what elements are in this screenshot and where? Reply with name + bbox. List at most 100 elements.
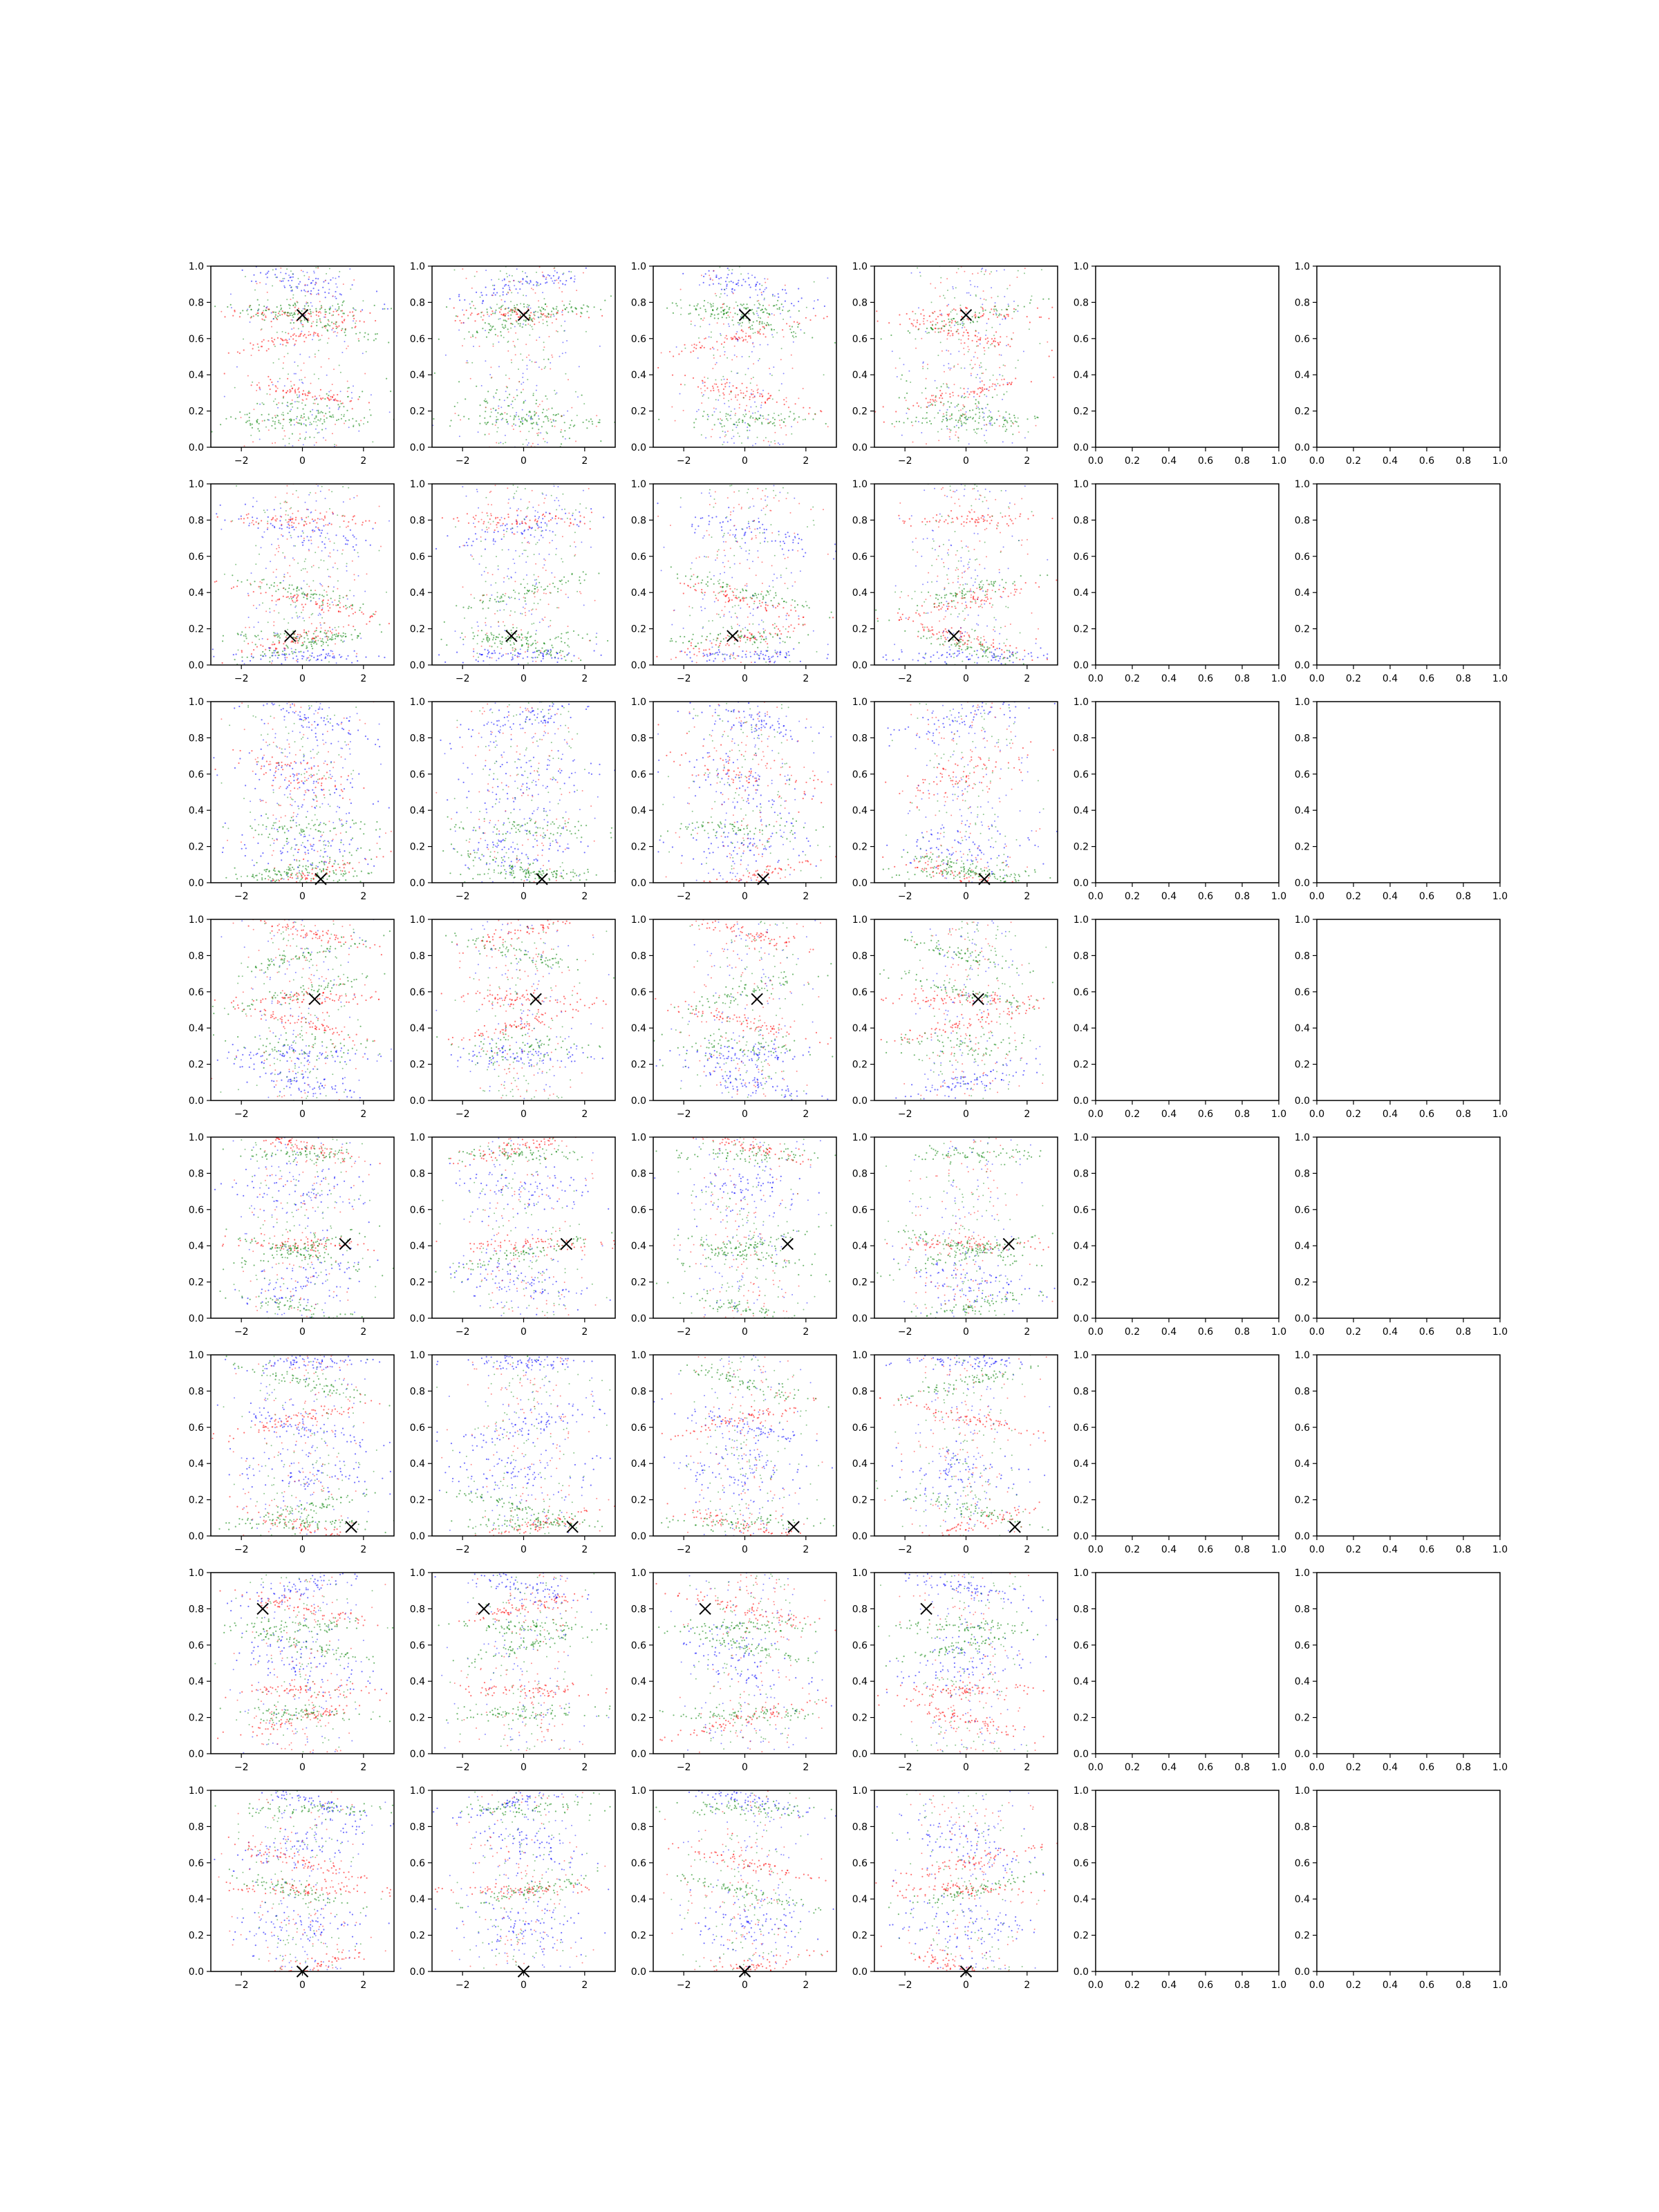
scatter-point (341, 351, 344, 353)
scatter-point (908, 318, 910, 320)
scatter-point (745, 308, 747, 310)
scatter-point (508, 578, 510, 580)
scatter-point (270, 523, 272, 525)
scatter-point (321, 541, 324, 543)
scatter-point (384, 657, 386, 659)
scatter-point (1000, 314, 1002, 316)
scatter-point (488, 332, 490, 334)
scatter-point (337, 580, 339, 582)
scatter-point (778, 420, 780, 422)
scatter-point (510, 629, 512, 631)
scatter-point (960, 420, 962, 422)
scatter-point (283, 643, 285, 645)
scatter-point (778, 414, 780, 417)
scatter-point (286, 634, 288, 637)
scatter-point (319, 605, 321, 607)
scatter-point (535, 633, 537, 635)
scatter-point (309, 334, 312, 336)
scatter-point (520, 583, 522, 585)
scatter-point (535, 362, 537, 363)
scatter-point (735, 529, 738, 531)
scatter-point (496, 422, 498, 424)
scatter-point (547, 358, 550, 360)
scatter-point (308, 391, 310, 393)
scatter-point (524, 612, 526, 614)
scatter-point (257, 621, 259, 624)
scatter-point (344, 335, 346, 337)
scatter-point (515, 313, 517, 315)
scatter-point (300, 270, 302, 272)
scatter-point (276, 547, 278, 550)
scatter-point (281, 413, 283, 415)
scatter-point (971, 339, 973, 341)
scatter-point (341, 316, 343, 318)
scatter-point (693, 427, 695, 429)
scatter-point (507, 341, 509, 343)
scatter-point (258, 522, 260, 524)
scatter-point (317, 332, 319, 335)
scatter-point (297, 562, 299, 564)
scatter-point (547, 626, 550, 628)
scatter-point (538, 300, 539, 302)
scatter-point (782, 336, 785, 338)
scatter-point (326, 602, 328, 605)
scatter-point (297, 328, 299, 330)
scatter-point (798, 416, 800, 418)
scatter-point (337, 604, 339, 606)
scatter-point (545, 395, 547, 397)
scatter-point (519, 648, 521, 650)
scatter-point (337, 309, 339, 311)
y-tick-label: 0.0 (189, 442, 204, 453)
scatter-point (290, 648, 292, 650)
scatter-point (543, 421, 545, 423)
scatter-point (525, 400, 526, 402)
scatter-point (949, 369, 951, 371)
x-tick-label: 0.0 (1309, 456, 1324, 467)
scatter-point (761, 422, 763, 424)
scatter-point (500, 406, 503, 409)
scatter-point (522, 359, 524, 361)
scatter-point (357, 556, 359, 558)
scatter-point (952, 288, 954, 290)
scatter-point (241, 650, 243, 652)
scatter-point (314, 399, 316, 401)
scatter-point (976, 341, 978, 343)
scatter-point (708, 397, 709, 399)
scatter-point (726, 283, 728, 285)
scatter-point (456, 605, 458, 607)
scatter-point (562, 435, 564, 438)
scatter-point (301, 657, 303, 660)
scatter-point (489, 597, 491, 600)
scatter-point (476, 271, 478, 273)
scatter-point (574, 555, 576, 557)
scatter-point (583, 579, 585, 581)
scatter-point (317, 350, 319, 352)
scatter-point (762, 304, 765, 307)
scatter-point (698, 337, 700, 339)
scatter-point (722, 303, 724, 306)
scatter-point (558, 282, 559, 284)
scatter-point (315, 526, 317, 528)
scatter-point (317, 527, 319, 529)
scatter-point (1010, 420, 1012, 422)
scatter-point (348, 606, 350, 608)
scatter-point (312, 640, 314, 642)
scatter-point (754, 332, 756, 334)
scatter-point (251, 423, 253, 425)
scatter-point (708, 270, 710, 272)
scatter-point (750, 393, 752, 395)
scatter-point (551, 540, 553, 541)
scatter-point (912, 324, 914, 325)
scatter-point (794, 536, 796, 538)
scatter-point (731, 269, 733, 271)
scatter-point (323, 419, 326, 421)
scatter-point (261, 579, 263, 581)
scatter-point (943, 364, 945, 366)
scatter-point (345, 608, 347, 610)
scatter-point (1006, 429, 1008, 431)
scatter-point (559, 651, 561, 654)
scatter-point (493, 543, 495, 545)
scatter-point (985, 269, 987, 271)
scatter-point (503, 327, 505, 329)
scatter-point (744, 373, 747, 375)
